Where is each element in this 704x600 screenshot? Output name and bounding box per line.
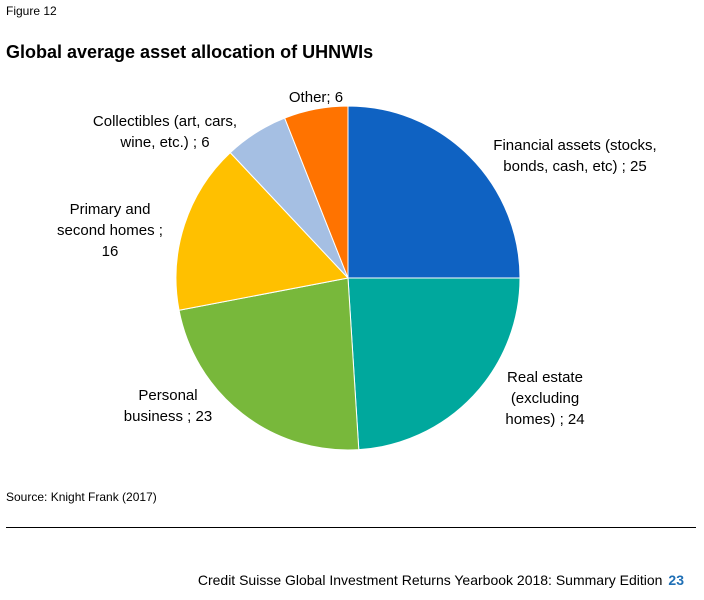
pie-slice-3	[175, 151, 349, 311]
slice-label-4: Collectibles (art, cars, wine, etc.) ; 6	[93, 113, 237, 151]
slice-label-5: Other; 6	[289, 89, 343, 106]
pie-slice-2	[178, 277, 360, 451]
pie-slice-0	[347, 105, 521, 279]
pie-chart: Financial assets (stocks, bonds, cash, et…	[57, 89, 657, 451]
footer: Credit Suisse Global Investment Returns …	[198, 572, 684, 588]
slice-label-0: Financial assets (stocks, bonds, cash, et…	[493, 137, 656, 175]
page-number: 23	[668, 572, 684, 588]
slice-label-1: Real estate (excluding homes) ; 24	[505, 369, 584, 428]
figure-label: Figure 12	[6, 4, 57, 18]
chart-title: Global average asset allocation of UHNWI…	[6, 42, 374, 62]
source-note: Source: Knight Frank (2017)	[6, 490, 157, 504]
pie-slice-1	[347, 277, 521, 451]
pie-slice-5	[284, 105, 349, 279]
slice-label-3: Primary and second homes ; 16	[57, 201, 163, 260]
footer-divider	[6, 527, 696, 528]
slice-label-2: Personal business ; 23	[124, 387, 212, 425]
footer-text: Credit Suisse Global Investment Returns …	[197, 572, 663, 588]
